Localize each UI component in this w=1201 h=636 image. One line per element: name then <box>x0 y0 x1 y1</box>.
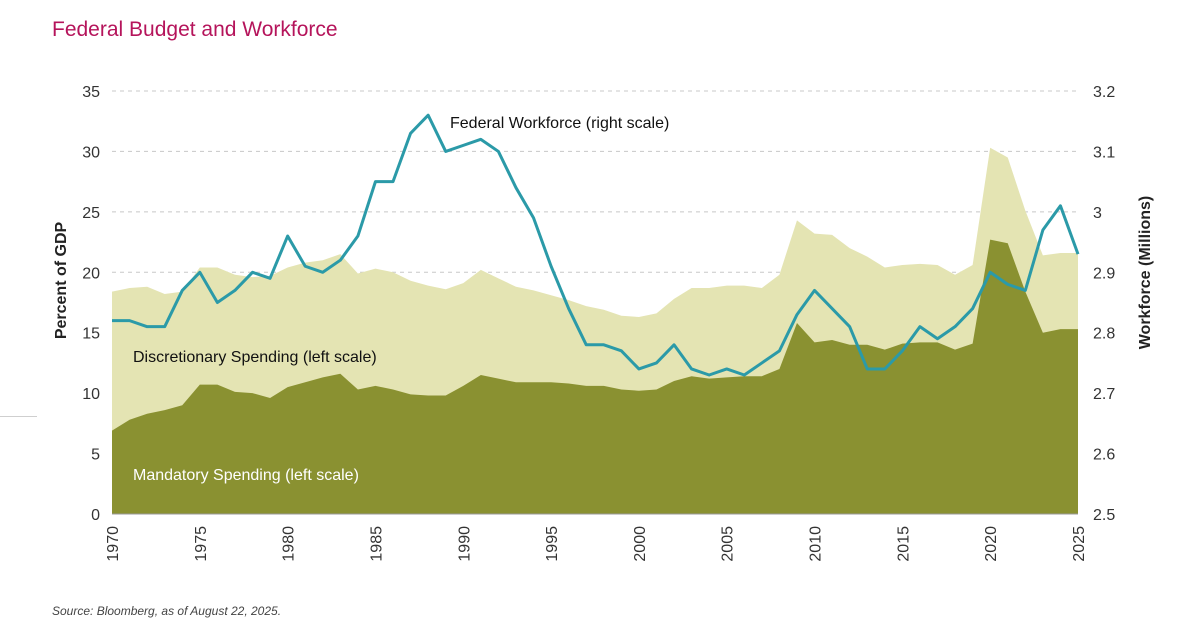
right-axis-title: Workforce (Millions) <box>1137 196 1154 350</box>
x-tick-label: 1975 <box>193 526 210 562</box>
right-tick-label: 2.5 <box>1093 507 1115 524</box>
discretionary-annotation: Discretionary Spending (left scale) <box>133 349 377 366</box>
left-tick-label: 10 <box>82 386 100 403</box>
x-tick-label: 1980 <box>281 526 298 562</box>
x-tick-label: 2005 <box>720 526 737 562</box>
x-tick-label: 2010 <box>808 526 825 562</box>
right-tick-label: 3.1 <box>1093 144 1115 161</box>
right-axis-ticks: 2.5 2.6 2.7 2.8 2.9 3 3.1 3.2 <box>1093 84 1115 524</box>
decorative-divider <box>0 416 37 417</box>
x-axis-ticks: 1970 1975 1980 1985 1990 1995 2000 2005 2010 2015… <box>105 526 1088 562</box>
right-tick-label: 2.7 <box>1093 386 1115 403</box>
workforce-annotation: Federal Workforce (right scale) <box>450 115 669 132</box>
left-tick-label: 5 <box>91 447 100 464</box>
left-tick-label: 0 <box>91 507 100 524</box>
mandatory-spending-area <box>112 239 1078 514</box>
x-tick-label: 2000 <box>632 526 649 562</box>
left-tick-label: 25 <box>82 205 100 222</box>
x-tick-label: 2015 <box>895 526 912 562</box>
source-note: Source: Bloomberg, as of August 22, 2025… <box>52 604 282 618</box>
x-tick-label: 1990 <box>456 526 473 562</box>
left-tick-label: 30 <box>82 144 100 161</box>
left-tick-label: 20 <box>82 265 100 282</box>
x-tick-label: 2025 <box>1071 526 1088 562</box>
left-axis-title: Percent of GDP <box>53 221 70 339</box>
x-tick-label: 1970 <box>105 526 122 562</box>
mandatory-annotation: Mandatory Spending (left scale) <box>133 467 359 484</box>
right-tick-label: 3 <box>1093 205 1102 222</box>
left-axis-ticks: 0 5 10 15 20 25 30 35 <box>82 84 100 524</box>
right-tick-label: 2.6 <box>1093 447 1115 464</box>
left-tick-label: 35 <box>82 84 100 101</box>
left-tick-label: 15 <box>82 326 100 343</box>
right-tick-label: 3.2 <box>1093 84 1115 101</box>
right-tick-label: 2.8 <box>1093 326 1115 343</box>
x-tick-label: 1995 <box>544 526 561 562</box>
chart-title: Federal Budget and Workforce <box>52 18 338 41</box>
x-tick-label: 2020 <box>983 526 1000 562</box>
x-tick-label: 1985 <box>368 526 385 562</box>
right-tick-label: 2.9 <box>1093 265 1115 282</box>
federal-workforce-line <box>112 113 1080 377</box>
